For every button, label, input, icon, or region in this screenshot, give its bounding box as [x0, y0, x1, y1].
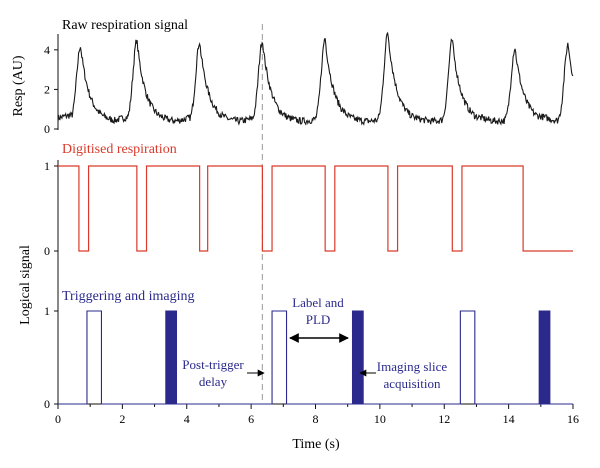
trigger-y-tick-label: 1: [44, 304, 50, 318]
x-tick-label: 14: [503, 412, 515, 426]
x-tick-label: 10: [374, 412, 386, 426]
raw-title: Raw respiration signal: [62, 18, 188, 33]
label-pld-line2: PLD: [306, 312, 331, 327]
post-trigger-label-line2: delay: [199, 374, 228, 389]
digitised-respiration-line: [58, 165, 573, 252]
raw-y-tick-label: 4: [44, 43, 50, 57]
trigger-imaging-line: [58, 310, 573, 405]
x-tick-label: 12: [438, 412, 450, 426]
trigger-y-tick-label: 0: [44, 397, 50, 411]
digitised-y-tick-label: 0: [44, 244, 50, 258]
raw-y-tick-label: 0: [44, 122, 50, 136]
digitised-title: Digitised respiration: [62, 142, 177, 157]
x-tick-label: 4: [184, 412, 190, 426]
x-tick-label: 6: [248, 412, 254, 426]
x-tick-label: 2: [119, 412, 125, 426]
imaging-label-line1: Imaging slice: [377, 359, 448, 374]
series-layer: [57, 24, 574, 405]
post-trigger-label-line1: Post-trigger: [182, 357, 244, 372]
trigger-title: Triggering and imaging: [62, 289, 194, 304]
raw-y-tick-label: 2: [44, 82, 50, 96]
x-tick-label: 8: [313, 412, 319, 426]
x-axis-label: Time (s): [292, 437, 340, 452]
x-tick-label: 16: [567, 412, 579, 426]
logical-ylabel: Logical signal: [18, 245, 33, 325]
raw-ylabel: Resp (AU): [11, 55, 26, 116]
digitised-y-tick-label: 1: [44, 159, 50, 173]
raw-respiration-line: [57, 31, 574, 126]
x-tick-label: 0: [55, 412, 61, 426]
imaging-label-line2: acquisition: [383, 376, 441, 391]
label-pld-line1: Label and: [292, 295, 344, 310]
